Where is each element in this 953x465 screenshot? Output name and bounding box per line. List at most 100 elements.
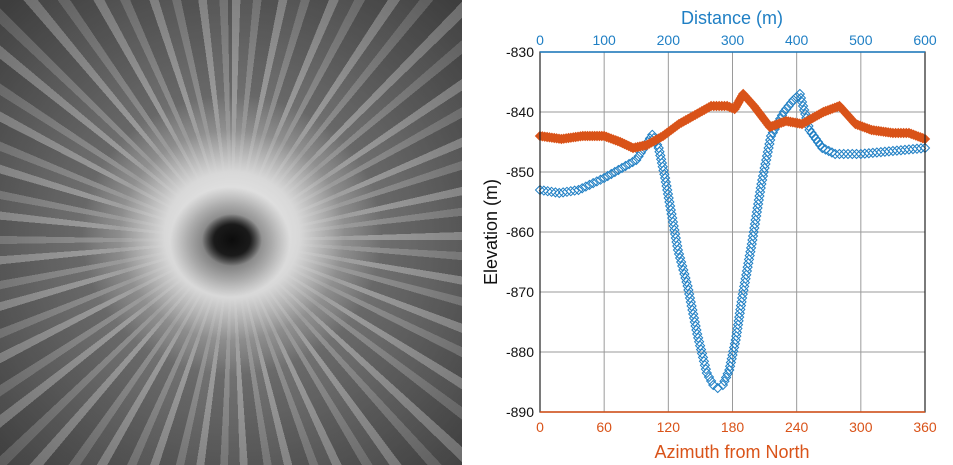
top-tick-label: 300 <box>721 32 745 48</box>
data-point <box>695 344 707 355</box>
data-point <box>883 146 895 157</box>
data-point <box>842 148 854 160</box>
y-tick-label: -870 <box>506 284 534 300</box>
data-point <box>542 185 553 197</box>
data-point <box>804 124 815 136</box>
data-point <box>847 148 858 160</box>
data-point <box>623 158 635 170</box>
data-point <box>911 143 923 154</box>
data-point <box>899 144 911 156</box>
data-point <box>546 186 557 198</box>
data-point <box>692 332 704 344</box>
data-point <box>681 276 692 288</box>
data-point <box>781 103 792 115</box>
data-point <box>697 352 709 363</box>
data-point <box>633 151 644 162</box>
data-point <box>602 170 613 182</box>
data-point <box>719 376 730 387</box>
bottom-tick-label: 300 <box>849 419 873 435</box>
top-tick-label: 400 <box>785 32 809 48</box>
data-point <box>834 148 845 160</box>
top-tick-label: 0 <box>536 32 544 48</box>
data-point <box>591 176 603 187</box>
y-tick-label: -880 <box>506 344 534 360</box>
data-point <box>576 183 588 194</box>
data-point <box>851 148 862 160</box>
y-tick-label: -850 <box>506 164 534 180</box>
data-point <box>814 139 826 151</box>
data-point <box>806 127 817 139</box>
data-point <box>720 372 732 383</box>
top-tick-label: 500 <box>849 32 873 48</box>
data-point <box>915 143 927 154</box>
y-tick-label: -890 <box>506 404 534 420</box>
data-point <box>797 100 809 112</box>
data-point <box>693 336 705 348</box>
crater-image <box>0 0 462 465</box>
series-layer <box>534 88 931 394</box>
data-point <box>871 147 883 158</box>
top-tick-label: 600 <box>913 32 937 48</box>
data-point <box>887 145 899 157</box>
bottom-axis-label: Azimuth from North <box>654 442 809 462</box>
y-tick-label: -860 <box>506 224 534 240</box>
data-point <box>791 91 802 103</box>
data-point <box>796 96 808 108</box>
data-point <box>817 142 828 154</box>
bottom-tick-label: 60 <box>596 419 612 435</box>
data-point <box>672 244 684 256</box>
data-point <box>701 367 713 379</box>
data-point <box>677 260 688 272</box>
data-point <box>703 371 715 383</box>
data-point <box>573 184 584 196</box>
data-point <box>829 148 841 160</box>
data-point <box>820 144 831 155</box>
data-point <box>680 272 691 284</box>
data-point <box>855 148 867 160</box>
data-point <box>699 359 711 371</box>
y-tick-label: -840 <box>506 104 534 120</box>
data-point <box>584 179 595 191</box>
data-point <box>587 177 599 189</box>
data-point <box>903 144 915 155</box>
data-point <box>717 379 729 391</box>
y-axis-label: Elevation (m) <box>481 179 501 285</box>
data-point <box>722 368 733 379</box>
data-point <box>712 382 723 394</box>
data-point <box>783 100 794 112</box>
data-point <box>580 181 592 192</box>
data-point <box>692 328 703 340</box>
data-point <box>674 252 686 264</box>
data-point <box>891 145 903 156</box>
data-point <box>812 136 824 148</box>
data-point <box>616 162 628 174</box>
data-point <box>863 148 875 159</box>
data-point <box>879 146 891 157</box>
series-top <box>534 88 931 394</box>
data-point <box>907 143 919 155</box>
data-point <box>606 168 617 180</box>
data-point <box>810 133 822 145</box>
top-tick-label: 100 <box>592 32 616 48</box>
data-point <box>595 174 606 185</box>
bottom-tick-label: 180 <box>721 419 745 435</box>
bottom-tick-label: 240 <box>785 419 809 435</box>
data-point <box>808 130 819 142</box>
data-point <box>708 379 719 391</box>
data-point <box>538 185 550 196</box>
data-point <box>823 145 834 157</box>
data-point <box>609 166 621 178</box>
data-point <box>613 164 624 176</box>
data-point <box>778 106 790 118</box>
data-point <box>867 147 879 159</box>
data-point <box>826 147 838 158</box>
data-point <box>785 97 797 109</box>
data-point <box>875 146 887 158</box>
data-point <box>838 148 849 160</box>
data-point <box>569 185 580 196</box>
series-bottom <box>534 88 931 154</box>
data-point <box>672 240 683 252</box>
data-point <box>700 363 712 375</box>
